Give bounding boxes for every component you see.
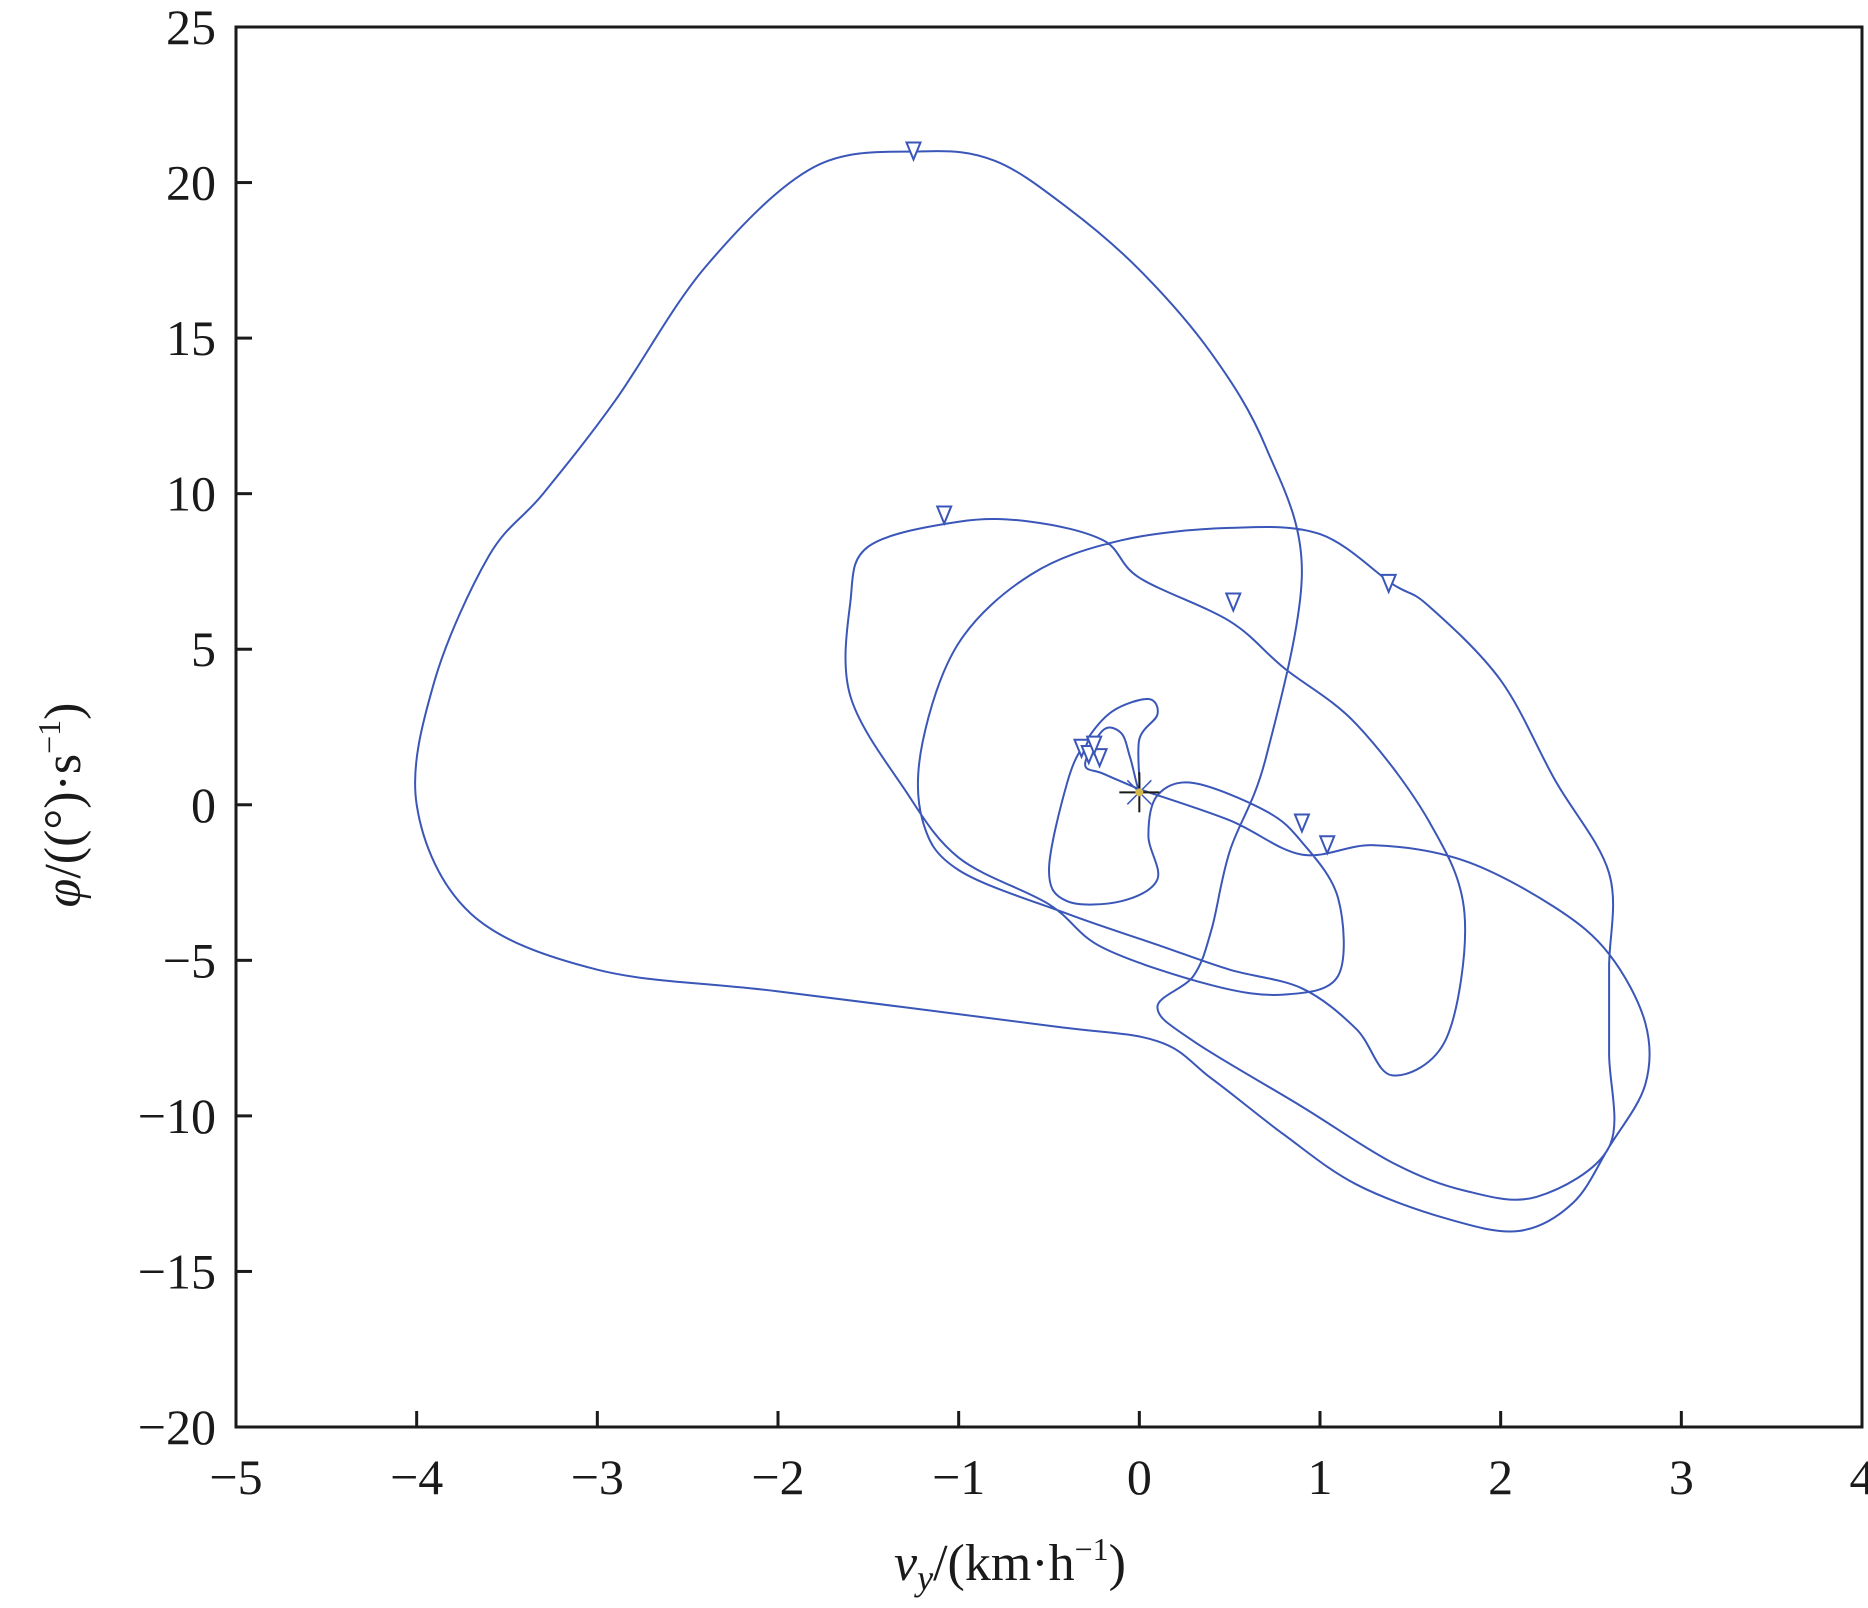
data-marker bbox=[1380, 573, 1398, 595]
center-dot bbox=[1135, 788, 1144, 797]
y-tick-label: 15 bbox=[166, 310, 216, 366]
y-tick-label: 5 bbox=[191, 621, 216, 677]
x-tick-label: −2 bbox=[751, 1449, 804, 1505]
data-marker bbox=[905, 141, 922, 163]
y-tick-label: −10 bbox=[138, 1088, 216, 1144]
x-tick-label: −3 bbox=[571, 1449, 624, 1505]
x-tick-label: 4 bbox=[1850, 1449, 1868, 1505]
data-marker bbox=[1085, 735, 1103, 757]
y-axis-title: φ/((°)·s−1) bbox=[31, 703, 92, 908]
plot-frame bbox=[234, 25, 1864, 1429]
markers-layer bbox=[905, 141, 1398, 856]
y-tick-label: 25 bbox=[166, 0, 216, 55]
y-tick-label: −20 bbox=[138, 1399, 216, 1455]
x-tick-label: 3 bbox=[1669, 1449, 1694, 1505]
x-tick-label: −1 bbox=[932, 1449, 985, 1505]
data-marker bbox=[1293, 813, 1311, 835]
x-tick-label: 1 bbox=[1308, 1449, 1333, 1505]
data-marker bbox=[1091, 748, 1109, 769]
data-marker bbox=[1224, 592, 1242, 614]
y-ticks: −20 −15 −10 −5 0 5 10 15 20 25 bbox=[138, 0, 252, 1455]
data-marker bbox=[1318, 835, 1336, 856]
x-tick-label: −4 bbox=[390, 1449, 443, 1505]
center-marker bbox=[1119, 772, 1160, 813]
y-tick-label: −15 bbox=[138, 1243, 216, 1299]
y-tick-label: 10 bbox=[166, 466, 216, 522]
series-layer bbox=[414, 150, 1651, 1233]
y-tick-label: −5 bbox=[163, 932, 216, 988]
trajectory-line bbox=[414, 150, 1651, 1233]
x-tick-label: −5 bbox=[209, 1449, 262, 1505]
x-ticks: −5 −4 −3 −2 −1 0 1 2 3 4 bbox=[209, 1411, 1868, 1505]
x-tick-label: 2 bbox=[1488, 1449, 1513, 1505]
x-tick-label: 0 bbox=[1127, 1449, 1152, 1505]
y-tick-label: 0 bbox=[191, 777, 216, 833]
data-marker bbox=[935, 505, 953, 527]
x-axis-title: vy/(km·h−1) bbox=[894, 1531, 1126, 1598]
y-tick-label: 20 bbox=[166, 155, 216, 211]
